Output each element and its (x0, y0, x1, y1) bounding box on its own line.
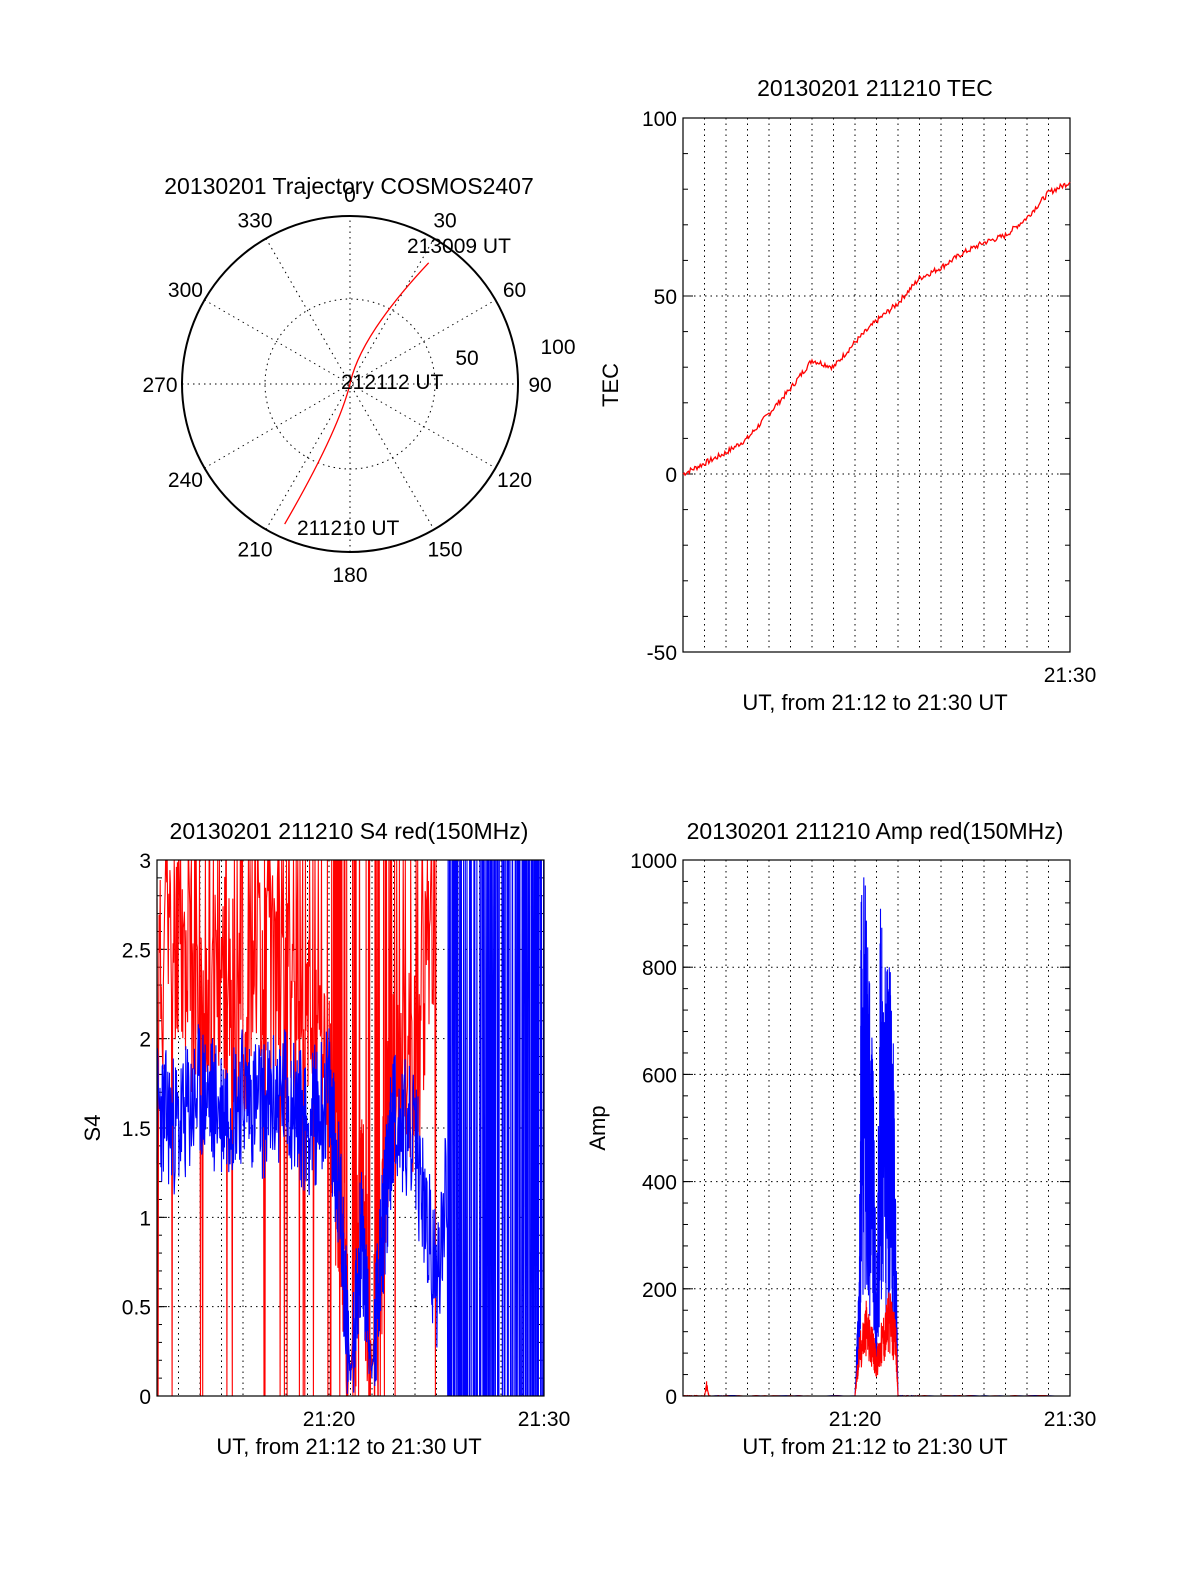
y-tick-label: 1000 (630, 850, 677, 873)
y-tick-label: 1.5 (122, 1118, 151, 1141)
tec-minor-ticks (683, 117, 1070, 653)
polar-title: 20130201 Trajectory COSMOS2407 (164, 173, 533, 199)
y-tick-label: 0 (665, 1386, 677, 1409)
amp-x-tick-2130: 21:30 (1044, 1408, 1097, 1431)
tec-y-axis-label: TEC (598, 363, 623, 407)
polar-azimuth-label: 90 (528, 374, 551, 397)
s4-x-tick-2120: 21:20 (303, 1408, 356, 1431)
trajectory-end-label: 213009 UT (407, 235, 511, 258)
polar-radius-label-50: 50 (455, 347, 478, 370)
polar-azimuth-label: 30 (433, 209, 456, 232)
tec-x-axis-label: UT, from 21:12 to 21:30 UT (742, 690, 1007, 715)
amp-panel: 20130201 211210 Amp red(150MHz) 0 200 400 6… (585, 818, 1096, 1459)
amp-y-tick-labels: 0 200 400 600 800 1000 (630, 850, 677, 1409)
y-tick-label: 2 (139, 1029, 151, 1052)
tec-title: 20130201 211210 TEC (757, 75, 993, 101)
y-tick-label: 3 (139, 850, 151, 873)
tec-x-tick-2130: 21:30 (1044, 664, 1097, 687)
polar-trajectory-panel: 20130201 Trajectory COSMOS2407 0 30 60 90 12… (142, 173, 575, 587)
polar-spoke (265, 238, 435, 530)
amp-x-tick-2120: 21:20 (829, 1408, 882, 1431)
tec-plot-frame (682, 117, 1071, 653)
y-tick-label: 400 (642, 1172, 677, 1195)
polar-azimuth-label: 240 (168, 469, 203, 492)
polar-outer-ring (181, 215, 519, 553)
s4-y-axis-label: S4 (80, 1115, 105, 1142)
y-tick-label: 800 (642, 957, 677, 980)
y-tick-label: 600 (642, 1064, 677, 1087)
s4-x-axis-label: UT, from 21:12 to 21:30 UT (216, 1434, 481, 1459)
y-tick-label: 50 (654, 286, 677, 309)
amp-plot-frame (682, 859, 1071, 1397)
polar-azimuth-label: 60 (503, 279, 526, 302)
s4-plot-frame (156, 859, 545, 1397)
amp-x-axis-label: UT, from 21:12 to 21:30 UT (742, 1434, 1007, 1459)
polar-spokes (182, 216, 518, 552)
polar-azimuth-label: 270 (142, 374, 177, 397)
polar-azimuth-label: 180 (332, 564, 367, 587)
polar-azimuth-label: 300 (168, 279, 203, 302)
polar-azimuth-labels: 0 30 60 90 120 150 180 210 240 270 300 330 (142, 184, 551, 587)
polar-spoke (204, 299, 496, 469)
tec-series-line (682, 181, 1071, 477)
y-tick-label: 1 (139, 1207, 151, 1230)
polar-azimuth-label: 150 (427, 539, 462, 562)
amp-blue-series-line (682, 877, 1065, 1397)
polar-azimuth-label: 210 (237, 539, 272, 562)
s4-title: 20130201 211210 S4 red(150MHz) (170, 818, 529, 844)
polar-azimuth-label: 120 (497, 469, 532, 492)
tec-panel: 20130201 211210 TEC -50 0 50 100 21:30 UT, … (598, 75, 1096, 715)
y-tick-label: 0 (665, 464, 677, 487)
trajectory-start-label: 211210 UT (297, 517, 400, 540)
amp-minor-ticks (683, 859, 1070, 1397)
y-tick-label: 200 (642, 1279, 677, 1302)
y-tick-label: -50 (647, 642, 677, 665)
polar-radius-label-100: 100 (540, 336, 575, 359)
polar-spoke (204, 299, 496, 469)
amp-y-axis-label: Amp (585, 1105, 610, 1150)
y-tick-label: 2.5 (122, 939, 151, 962)
s4-panel: 20130201 211210 S4 red(150MHz) 0 0.5 1 1.5 2… (80, 818, 570, 1459)
amp-title: 20130201 211210 Amp red(150MHz) (687, 818, 1064, 844)
tec-y-tick-labels: -50 0 50 100 (642, 108, 677, 665)
trajectory-track (284, 262, 430, 525)
amp-grid (683, 860, 1070, 1396)
s4-x-tick-2130: 21:30 (518, 1408, 571, 1431)
amp-red-series-line (682, 1292, 1065, 1398)
polar-azimuth-label: 0 (344, 184, 356, 207)
y-tick-label: 0.5 (122, 1297, 151, 1320)
tec-grid (683, 118, 1070, 652)
polar-spoke (265, 238, 435, 530)
trajectory-mid-label: 212112 UT (341, 371, 444, 394)
polar-azimuth-label: 330 (237, 209, 272, 232)
s4-y-tick-labels: 0 0.5 1 1.5 2 2.5 3 (122, 850, 151, 1409)
y-tick-label: 0 (139, 1386, 151, 1409)
y-tick-label: 100 (642, 108, 677, 131)
